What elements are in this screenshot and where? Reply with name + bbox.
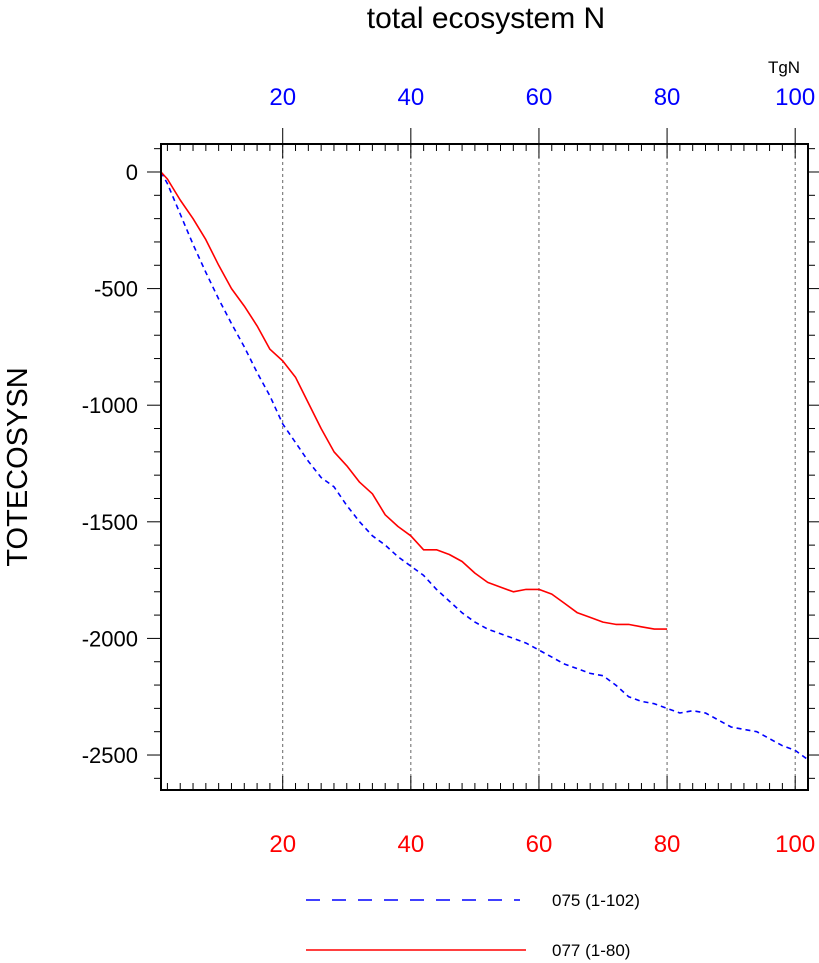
x-bottom-tick-label: 60: [526, 831, 553, 858]
series-line-075: [160, 171, 809, 761]
legend: 075 (1-102) 077 (1-80): [306, 891, 640, 960]
axis-tick-labels: 0 -500 -1000 -1500 -2000 -2500 20 40 60 80 100 20 40…: [82, 84, 815, 858]
x-top-tick-label: 80: [654, 84, 681, 111]
y-tick-label: -1500: [82, 510, 138, 535]
x-bottom-tick-label: 40: [397, 831, 424, 858]
series-lines: [160, 171, 809, 761]
x-top-tick-label: 40: [397, 84, 424, 111]
x-bottom-tick-label: 80: [654, 831, 681, 858]
y-tick-label: -2500: [82, 743, 138, 768]
x-bottom-tick-label: 20: [269, 831, 296, 858]
y-tick-label: -500: [94, 277, 138, 302]
y-tick-label: 0: [126, 160, 138, 185]
y-tick-label: -1000: [82, 393, 138, 418]
x-bottom-tick-label: 100: [775, 831, 815, 858]
legend-label-075: 075 (1-102): [552, 891, 640, 910]
plot-frame: [160, 143, 809, 791]
series-line-077: [160, 171, 668, 630]
units-label: TgN: [768, 58, 800, 77]
axis-ticks: [147, 128, 819, 790]
x-top-tick-label: 60: [526, 84, 553, 111]
legend-label-077: 077 (1-80): [552, 941, 630, 960]
y-axis-label: TOTECOSYSN: [2, 367, 34, 566]
grid-lines: [282, 144, 796, 790]
y-tick-label: -2000: [82, 626, 138, 651]
chart-title: total ecosystem N: [367, 2, 605, 35]
x-top-tick-label: 100: [775, 84, 815, 111]
x-top-tick-label: 20: [269, 84, 296, 111]
